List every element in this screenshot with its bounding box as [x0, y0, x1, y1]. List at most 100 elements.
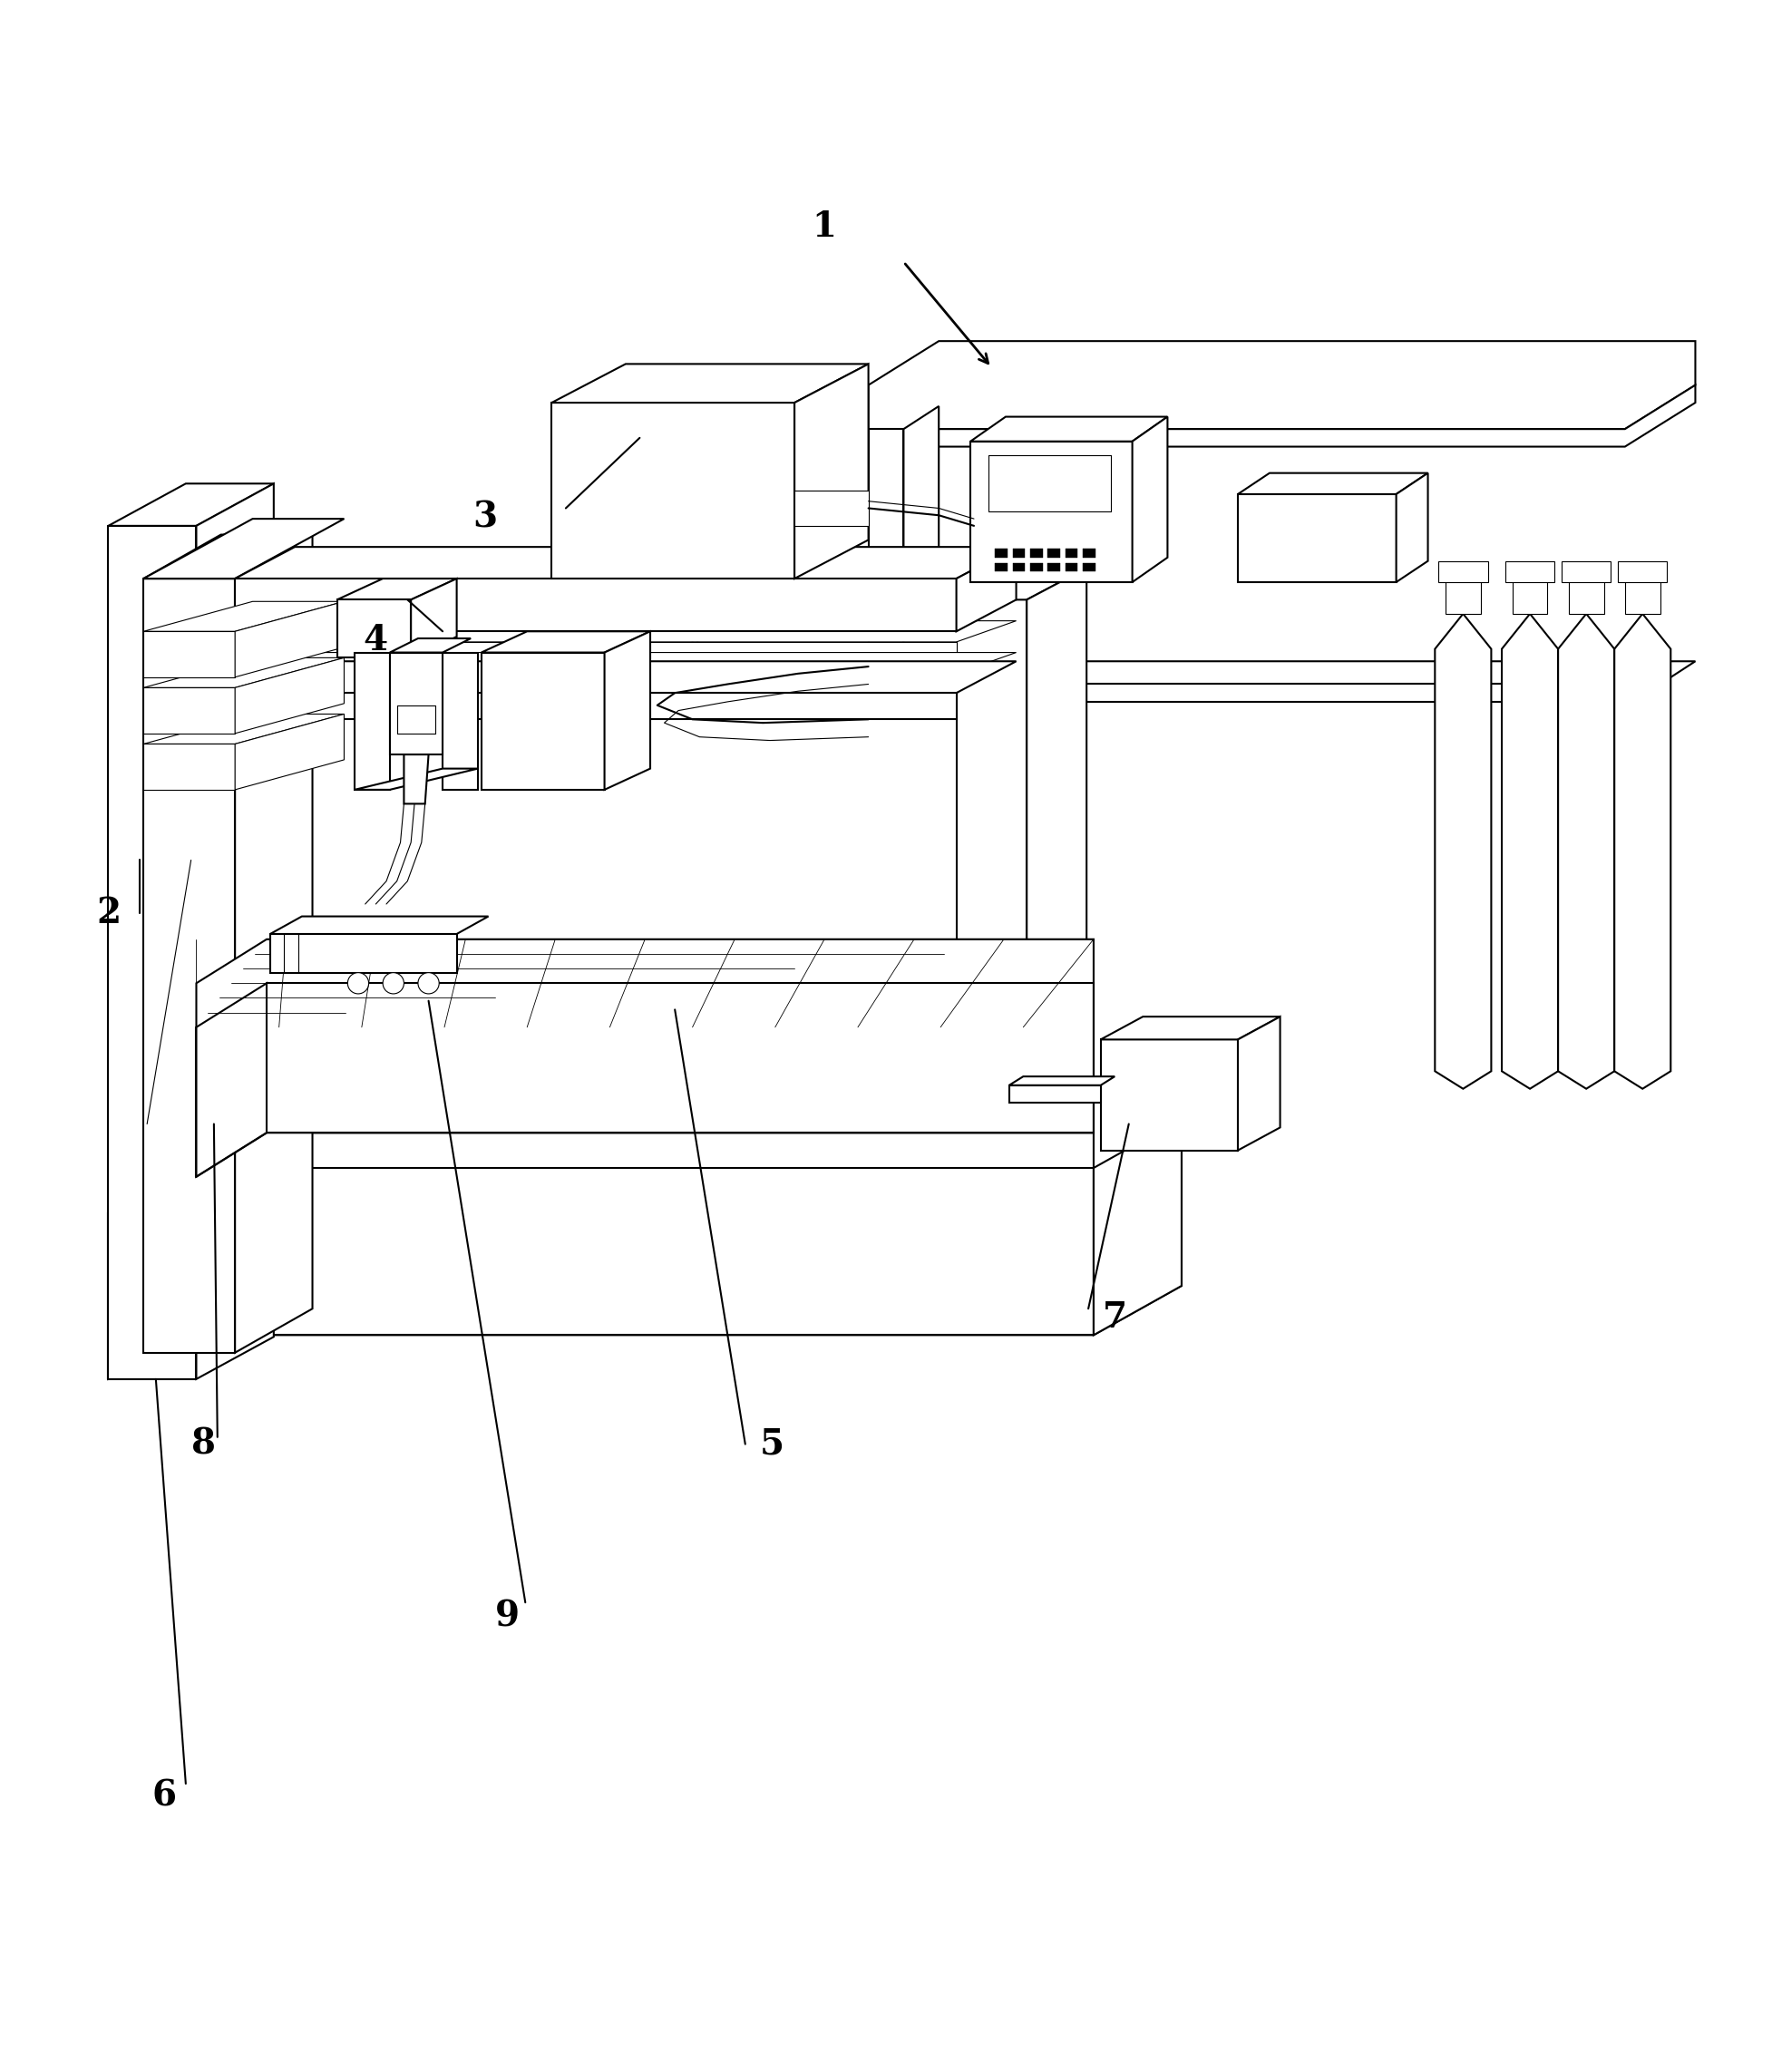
Polygon shape — [337, 599, 411, 657]
Polygon shape — [1618, 562, 1667, 582]
Polygon shape — [1010, 1086, 1100, 1102]
Polygon shape — [236, 657, 344, 733]
Text: 5: 5 — [760, 1428, 783, 1461]
Polygon shape — [144, 632, 236, 678]
Text: 7: 7 — [1102, 1301, 1127, 1334]
Polygon shape — [197, 1133, 1093, 1220]
Polygon shape — [390, 638, 471, 653]
Polygon shape — [957, 547, 1015, 632]
Polygon shape — [868, 385, 1696, 448]
Polygon shape — [236, 642, 957, 663]
Text: 6: 6 — [152, 1778, 177, 1813]
Polygon shape — [971, 416, 1168, 441]
Polygon shape — [1504, 562, 1554, 582]
Polygon shape — [197, 483, 273, 1380]
Bar — [1047, 564, 1060, 572]
Polygon shape — [197, 984, 268, 1177]
Polygon shape — [236, 661, 1015, 692]
Polygon shape — [108, 526, 197, 1380]
Circle shape — [383, 972, 404, 995]
Polygon shape — [354, 769, 478, 789]
Polygon shape — [1435, 613, 1492, 1088]
Bar — [1012, 549, 1024, 557]
Polygon shape — [1503, 613, 1558, 1088]
Polygon shape — [253, 1227, 1061, 1247]
Bar — [996, 549, 1008, 557]
Polygon shape — [482, 653, 604, 789]
Polygon shape — [236, 673, 957, 694]
Polygon shape — [144, 578, 236, 1353]
Polygon shape — [144, 688, 236, 733]
Polygon shape — [1239, 1017, 1279, 1150]
Polygon shape — [868, 429, 904, 702]
Polygon shape — [236, 578, 957, 632]
Bar — [1012, 564, 1024, 572]
Polygon shape — [443, 653, 478, 789]
Text: 1: 1 — [812, 209, 836, 244]
Bar — [1083, 549, 1095, 557]
Circle shape — [418, 972, 439, 995]
Polygon shape — [404, 754, 429, 804]
Bar — [1065, 564, 1077, 572]
Polygon shape — [1568, 578, 1604, 613]
Polygon shape — [1100, 1017, 1279, 1040]
Bar — [1047, 549, 1060, 557]
Polygon shape — [236, 692, 957, 719]
Polygon shape — [868, 342, 1696, 429]
Polygon shape — [144, 744, 236, 789]
Polygon shape — [1512, 578, 1547, 613]
Polygon shape — [957, 599, 1026, 1044]
Polygon shape — [144, 535, 312, 578]
Polygon shape — [236, 611, 957, 632]
Polygon shape — [551, 402, 794, 578]
Text: 4: 4 — [363, 624, 388, 657]
Polygon shape — [1239, 493, 1396, 582]
Polygon shape — [269, 916, 489, 934]
Polygon shape — [236, 535, 312, 1353]
Polygon shape — [794, 491, 868, 526]
Polygon shape — [1010, 1077, 1115, 1086]
Polygon shape — [868, 684, 1660, 702]
Polygon shape — [868, 661, 1696, 684]
Polygon shape — [236, 547, 1015, 578]
Bar — [1065, 549, 1077, 557]
Polygon shape — [957, 568, 1086, 599]
Polygon shape — [482, 632, 650, 653]
Polygon shape — [1561, 562, 1611, 582]
Polygon shape — [904, 406, 939, 702]
Polygon shape — [268, 984, 1093, 1133]
Polygon shape — [144, 715, 344, 744]
Polygon shape — [108, 483, 273, 526]
Polygon shape — [144, 657, 344, 688]
Text: 2: 2 — [96, 895, 120, 930]
Polygon shape — [197, 939, 1093, 1028]
Polygon shape — [1396, 472, 1428, 582]
Polygon shape — [1446, 578, 1481, 613]
Polygon shape — [236, 622, 1015, 642]
Text: 3: 3 — [473, 499, 498, 535]
Polygon shape — [1100, 1040, 1239, 1150]
Polygon shape — [1625, 578, 1660, 613]
Bar — [1030, 564, 1042, 572]
Bar — [1083, 564, 1095, 572]
Polygon shape — [1132, 416, 1168, 582]
Polygon shape — [236, 601, 344, 678]
Bar — [996, 564, 1008, 572]
Polygon shape — [1026, 568, 1086, 1044]
Polygon shape — [604, 632, 650, 789]
Polygon shape — [1614, 613, 1671, 1088]
Polygon shape — [144, 518, 344, 578]
Circle shape — [347, 972, 369, 995]
Polygon shape — [269, 934, 457, 972]
Polygon shape — [1239, 472, 1428, 493]
Polygon shape — [411, 578, 457, 657]
Polygon shape — [971, 441, 1132, 582]
Text: 9: 9 — [496, 1600, 519, 1635]
Polygon shape — [354, 653, 390, 789]
Polygon shape — [236, 653, 1015, 673]
Text: 8: 8 — [191, 1428, 216, 1461]
Polygon shape — [551, 365, 868, 402]
Polygon shape — [1558, 613, 1614, 1088]
Polygon shape — [197, 1169, 1093, 1334]
Polygon shape — [1093, 1119, 1182, 1334]
